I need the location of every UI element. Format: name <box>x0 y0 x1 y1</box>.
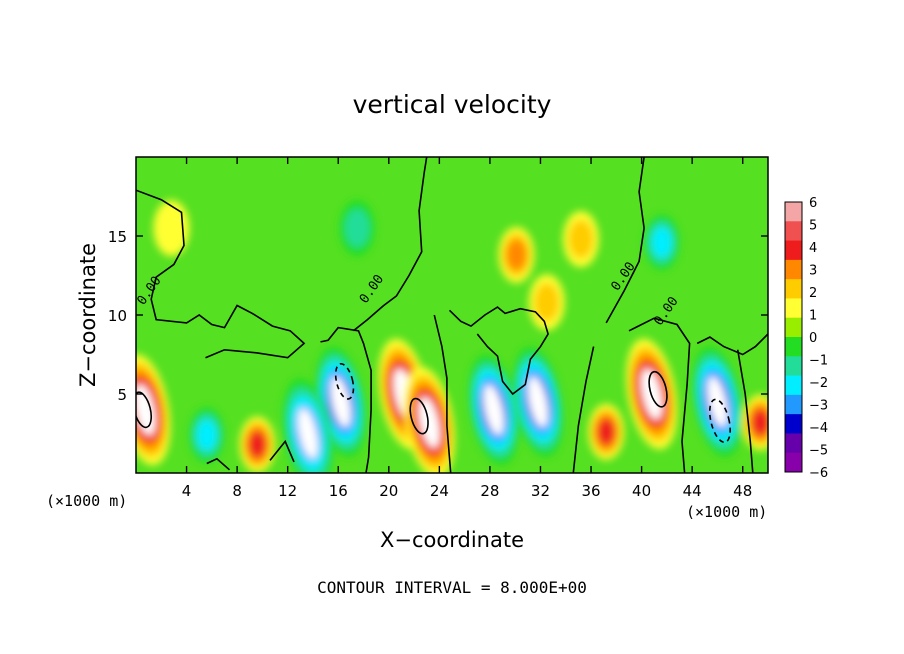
velocity-feature <box>282 378 334 473</box>
colorbar-label: 6 <box>809 196 817 211</box>
velocity-feature <box>562 211 599 268</box>
zero-contour-line <box>352 157 428 332</box>
velocity-feature <box>588 403 625 460</box>
velocity-feature <box>188 407 225 464</box>
x-axis-label: X−coordinate <box>380 528 524 552</box>
x-tick-label: 36 <box>581 482 600 500</box>
colorbar-swatch <box>785 414 802 434</box>
x-tick-label: 16 <box>329 482 348 500</box>
x-tick-label: 12 <box>278 482 297 500</box>
x-units-left: (×1000 m) <box>46 492 127 510</box>
plot-area <box>136 157 768 473</box>
x-tick-label: 48 <box>733 482 752 500</box>
zero-contour-line <box>448 306 549 396</box>
zero-contour-line <box>696 333 768 356</box>
zero-contour-line <box>269 439 295 463</box>
colorbar-label: 3 <box>809 264 817 279</box>
colorbar-swatch <box>785 317 802 338</box>
y-tick-label: 15 <box>108 228 127 246</box>
velocity-feature <box>239 416 276 473</box>
colorbar-swatch <box>785 452 802 473</box>
colorbar-swatch <box>785 375 802 396</box>
x-tick-label: 32 <box>531 482 550 500</box>
zero-contour-line <box>320 326 372 473</box>
velocity-feature <box>468 354 520 466</box>
colorbar-frame <box>784 201 803 473</box>
velocity-feature <box>742 394 768 451</box>
colorbar-swatch <box>785 433 802 454</box>
x-tick-label: 24 <box>430 482 449 500</box>
y-axis-label: Z−coordinate <box>76 243 100 387</box>
colorbar-swatch <box>785 394 802 415</box>
colorbar-swatch <box>785 240 802 261</box>
colorbar-label: −2 <box>809 376 828 391</box>
colorbar-swatch <box>785 202 802 222</box>
colorbar-swatch <box>785 259 802 280</box>
zero-contour-line <box>433 314 452 473</box>
zero-contour-line <box>628 317 691 473</box>
x-tick-label: 28 <box>480 482 499 500</box>
colorbar-label: 5 <box>809 219 817 234</box>
inner-contour-line <box>334 362 355 400</box>
colorbar-label: −5 <box>809 444 828 459</box>
colorbar-label: −6 <box>809 466 828 481</box>
x-tick-label: 8 <box>232 482 242 500</box>
inner-contour-line <box>409 397 429 435</box>
y-tick-label: 5 <box>117 386 127 404</box>
zero-contour-line <box>605 157 645 324</box>
chart-title: vertical velocity <box>353 90 552 119</box>
velocity-feature <box>403 367 455 473</box>
x-units-right: (×1000 m) <box>686 503 767 521</box>
zero-contour-line <box>736 349 754 473</box>
colorbar-label: 4 <box>809 241 817 256</box>
velocity-feature <box>339 200 376 257</box>
inner-contour-line <box>648 370 668 408</box>
colorbar-label: −1 <box>809 354 828 369</box>
colorbar-swatch <box>785 356 802 377</box>
colorbar-swatch <box>785 337 802 357</box>
x-tick-label: 44 <box>683 482 702 500</box>
velocity-feature <box>643 214 680 271</box>
colorbar-label: −3 <box>809 399 828 414</box>
colorbar-label: 1 <box>809 309 817 324</box>
colorbar: 6 5 4 3 2 1 0 −1 −2 −3 −4 −5 −6 <box>784 196 828 481</box>
colorbar-label: −4 <box>809 421 828 436</box>
inner-contour-line <box>708 398 731 444</box>
velocity-feature <box>512 346 564 458</box>
y-tick-label: 10 <box>108 307 127 325</box>
zero-contour-line <box>136 189 306 359</box>
velocity-feature <box>153 200 190 257</box>
contour-interval-note: CONTOUR INTERVAL = 8.000E+00 <box>317 578 587 597</box>
x-tick-label: 20 <box>379 482 398 500</box>
colorbar-swatch <box>785 298 802 319</box>
x-tick-label: 4 <box>182 482 192 500</box>
colorbar-label: 2 <box>809 286 817 301</box>
colorbar-swatch <box>785 221 802 242</box>
x-tick-label: 40 <box>632 482 651 500</box>
zero-contour-line <box>572 346 595 473</box>
inner-contour-line <box>136 391 153 429</box>
velocity-feature <box>498 226 535 283</box>
colorbar-label: 0 <box>809 331 817 346</box>
zero-contour-line <box>206 457 231 471</box>
colorbar-swatch <box>785 279 802 299</box>
velocity-feature <box>528 274 565 331</box>
